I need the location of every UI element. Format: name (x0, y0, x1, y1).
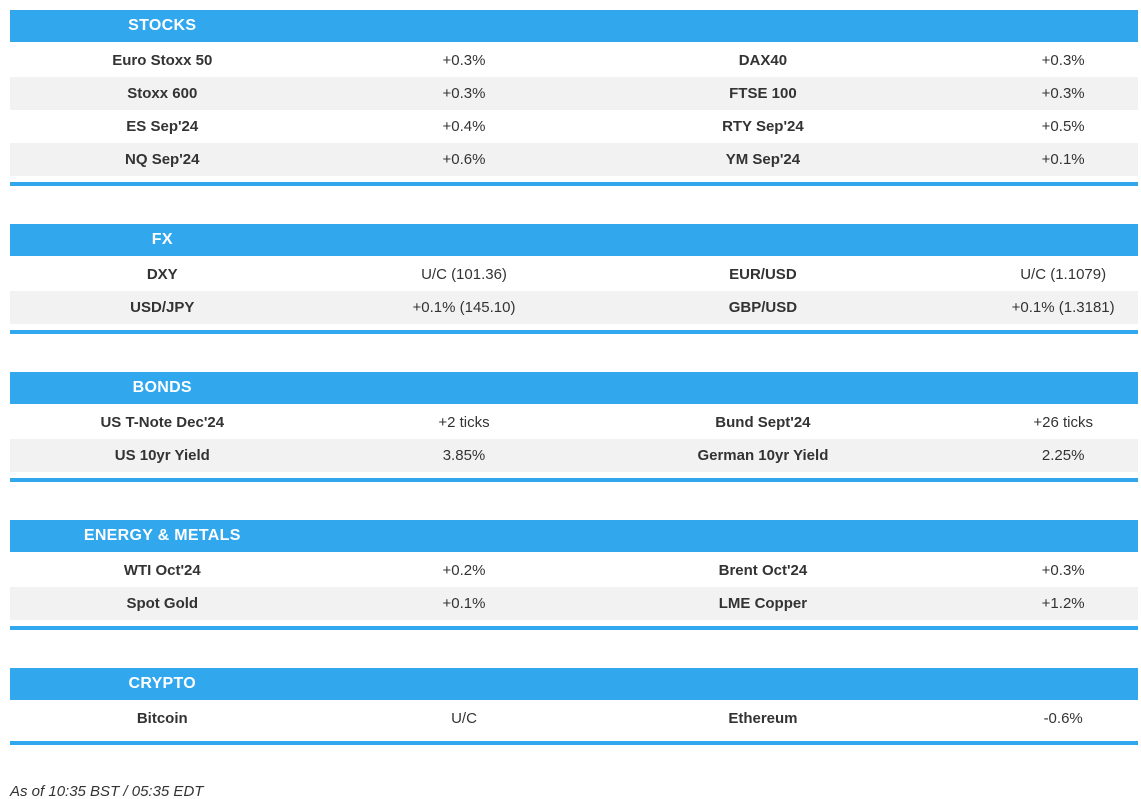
instrument-label: Spot Gold (126, 595, 199, 612)
instrument-label: Ethereum (728, 710, 798, 727)
instrument-change: +0.4% (442, 118, 486, 135)
as-of-timestamp: As of 10:35 BST / 05:35 EDT (10, 783, 204, 799)
instrument-change: +0.2% (442, 562, 486, 579)
instrument-change: +0.3% (442, 52, 486, 69)
instrument-change: +0.1% (1.3181) (1011, 299, 1115, 316)
instrument-change: +2 ticks (438, 414, 490, 431)
table-row: US T-Note Dec'24 +2 ticks Bund Sept'24 +… (10, 406, 1138, 439)
section-header-energy-metals: ENERGY & METALS (10, 520, 1138, 552)
instrument-change: U/C (101.36) (421, 266, 507, 283)
instrument-label: Brent Oct'24 (718, 562, 808, 579)
section-underline (10, 478, 1138, 482)
crypto-rows: Bitcoin U/C Ethereum -0.6% (10, 702, 1138, 735)
instrument-label: WTI Oct'24 (123, 562, 201, 579)
section-title: CRYPTO (128, 675, 197, 692)
instrument-change: U/C (1.1079) (1020, 266, 1107, 283)
table-row: Euro Stoxx 50 +0.3% DAX40 +0.3% (10, 44, 1138, 77)
instrument-change: +0.5% (1041, 118, 1085, 135)
table-row: Stoxx 600 +0.3% FTSE 100 +0.3% (10, 77, 1138, 110)
instrument-label: US 10yr Yield (114, 447, 210, 464)
section-stocks: STOCKS Euro Stoxx 50 +0.3% DAX40 +0.3% S… (10, 10, 1138, 186)
table-row: ES Sep'24 +0.4% RTY Sep'24 +0.5% (10, 110, 1138, 143)
instrument-label: EUR/USD (729, 266, 797, 283)
instrument-change: +0.3% (1041, 85, 1085, 102)
section-header-fx: FX (10, 224, 1138, 256)
table-row: Bitcoin U/C Ethereum -0.6% (10, 702, 1138, 735)
table-row: USD/JPY +0.1% (145.10) GBP/USD +0.1% (1.… (10, 291, 1138, 324)
instrument-label: GBP/USD (728, 299, 798, 316)
section-fx: FX DXY U/C (101.36) EUR/USD U/C (1.1079)… (10, 224, 1138, 334)
instrument-label: DAX40 (738, 52, 788, 69)
instrument-label: LME Copper (718, 595, 808, 612)
bonds-rows: US T-Note Dec'24 +2 ticks Bund Sept'24 +… (10, 406, 1138, 472)
instrument-change: +0.3% (1041, 52, 1085, 69)
instrument-change: +0.1% (145.10) (412, 299, 516, 316)
table-row: DXY U/C (101.36) EUR/USD U/C (1.1079) (10, 258, 1138, 291)
instrument-change: U/C (451, 710, 477, 727)
instrument-label: ES Sep'24 (126, 118, 199, 135)
instrument-label: RTY Sep'24 (722, 118, 804, 135)
section-title: BONDS (132, 379, 192, 396)
instrument-change: 2.25% (1041, 447, 1085, 464)
table-row: NQ Sep'24 +0.6% YM Sep'24 +0.1% (10, 143, 1138, 176)
section-underline (10, 741, 1138, 745)
instrument-change: +0.3% (442, 85, 486, 102)
section-crypto: CRYPTO Bitcoin U/C Ethereum -0.6% (10, 668, 1138, 745)
instrument-change: +0.6% (442, 151, 486, 168)
fx-rows: DXY U/C (101.36) EUR/USD U/C (1.1079) US… (10, 258, 1138, 324)
section-title: ENERGY & METALS (83, 527, 241, 544)
table-row: US 10yr Yield 3.85% German 10yr Yield 2.… (10, 439, 1138, 472)
section-header-bonds: BONDS (10, 372, 1138, 404)
instrument-label: USD/JPY (130, 299, 195, 316)
section-header-crypto: CRYPTO (10, 668, 1138, 700)
section-title: STOCKS (128, 17, 197, 34)
section-bonds: BONDS US T-Note Dec'24 +2 ticks Bund Sep… (10, 372, 1138, 482)
instrument-label: DXY (146, 266, 178, 283)
instrument-label: FTSE 100 (729, 85, 797, 102)
stocks-rows: Euro Stoxx 50 +0.3% DAX40 +0.3% Stoxx 60… (10, 44, 1138, 176)
instrument-label: Euro Stoxx 50 (112, 52, 213, 69)
section-header-stocks: STOCKS (10, 10, 1138, 42)
section-energy-metals: ENERGY & METALS WTI Oct'24 +0.2% Brent O… (10, 520, 1138, 630)
instrument-change: 3.85% (442, 447, 486, 464)
instrument-label: YM Sep'24 (725, 151, 801, 168)
instrument-change: +26 ticks (1033, 414, 1093, 431)
instrument-label: NQ Sep'24 (125, 151, 200, 168)
instrument-label: Stoxx 600 (127, 85, 198, 102)
instrument-change: +0.1% (442, 595, 486, 612)
table-row: Spot Gold +0.1% LME Copper +1.2% (10, 587, 1138, 620)
section-title: FX (151, 231, 173, 248)
instrument-change: +0.3% (1041, 562, 1085, 579)
instrument-label: Bund Sept'24 (715, 414, 811, 431)
section-underline (10, 626, 1138, 630)
section-underline (10, 330, 1138, 334)
instrument-change: +1.2% (1041, 595, 1085, 612)
instrument-change: -0.6% (1043, 710, 1083, 727)
instrument-label: German 10yr Yield (697, 447, 829, 464)
section-underline (10, 182, 1138, 186)
instrument-change: +0.1% (1041, 151, 1085, 168)
instrument-label: Bitcoin (136, 710, 188, 727)
instrument-label: US T-Note Dec'24 (100, 414, 225, 431)
energy-metals-rows: WTI Oct'24 +0.2% Brent Oct'24 +0.3% Spot… (10, 554, 1138, 620)
table-row: WTI Oct'24 +0.2% Brent Oct'24 +0.3% (10, 554, 1138, 587)
